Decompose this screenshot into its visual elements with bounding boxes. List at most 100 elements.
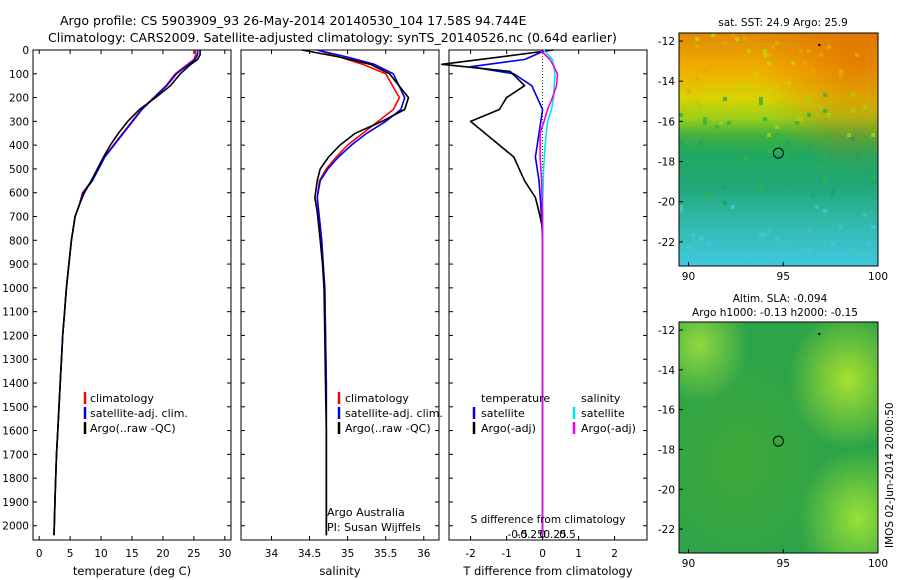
y-tick-label: -20 — [658, 197, 675, 209]
sst-pixel — [807, 113, 811, 117]
sst-pixel — [695, 101, 699, 105]
sst-pixel — [795, 117, 799, 121]
sst-pixel — [863, 105, 867, 109]
salinity-axes — [240, 49, 440, 541]
sst-pixel — [711, 33, 715, 37]
sst-pixel — [827, 45, 831, 49]
sst-pixel — [811, 69, 815, 73]
series-line-salinity-argo — [539, 49, 559, 536]
island-dot — [818, 332, 821, 336]
sst-pixel — [863, 165, 867, 169]
sst-pixel — [731, 113, 735, 117]
profile-marker — [772, 147, 784, 159]
y-tick-label: 500 — [9, 164, 29, 176]
sst-pixel — [699, 237, 703, 241]
x2-tick-label: -0.25 — [517, 529, 544, 541]
y-tick-label: -18 — [658, 444, 675, 456]
series-line-argo — [301, 49, 410, 536]
sst-pixel — [739, 173, 743, 177]
sst-pixel — [799, 153, 803, 157]
sst-pixel — [723, 201, 727, 205]
y-tick-label: -12 — [658, 325, 675, 337]
x-tick-label: 95 — [777, 558, 790, 570]
y-tick-label: 0 — [22, 45, 29, 57]
sst-pixel — [775, 237, 779, 241]
sst-pixel — [823, 241, 827, 245]
sst-pixel — [867, 241, 871, 245]
y-tick-label: -16 — [658, 116, 675, 128]
y-tick-label: 1000 — [2, 283, 29, 295]
watermark: IMOS 02-Jun-2014 20:00:50 — [884, 402, 896, 548]
sst-pixel — [743, 253, 747, 257]
sst-pixel — [695, 113, 699, 117]
temperature-y-ticks: 0 100 200 300 400 500 600 700 800 900 1000 1100 1200… — [2, 45, 29, 533]
sst-pixel — [679, 141, 683, 145]
title-line-1: Argo profile: CS 5903909_93 26-May-2014 … — [60, 13, 527, 28]
x-tick-label: 30 — [218, 548, 231, 560]
sst-pixel — [743, 37, 747, 41]
y-tick-label: -20 — [658, 484, 675, 496]
sst-pixel — [743, 85, 747, 89]
sst-pixel — [839, 69, 843, 73]
x2-tick-label: -0.5 — [508, 529, 529, 541]
sst-pixel — [679, 209, 683, 213]
sst-pixel — [703, 69, 707, 73]
sst-pixel — [855, 169, 859, 173]
profile-marker — [772, 435, 784, 447]
sst-pixel — [707, 241, 711, 245]
sst-pixel — [703, 121, 707, 125]
y-tick-label: 100 — [9, 69, 29, 81]
y-tick-label: -22 — [658, 237, 675, 249]
legend-label-s-satellite: satellite — [581, 407, 625, 420]
sst-pixel — [871, 177, 875, 181]
sst-pixel — [823, 177, 827, 181]
sst-pixel — [847, 133, 851, 137]
sst-pixel — [727, 57, 731, 61]
y-tick-label: 400 — [9, 140, 29, 152]
x-tick-label: 15 — [125, 548, 138, 560]
x-tick-label: 36 — [417, 548, 431, 560]
sst-pixel — [855, 53, 859, 57]
sst-pixel — [775, 133, 779, 137]
sst-pixel — [771, 45, 775, 49]
sst-pixel — [775, 125, 779, 129]
sst-pixel — [723, 41, 727, 45]
sst-pixel — [871, 225, 875, 229]
sst-pixel — [871, 181, 875, 185]
x2-tick-label: 0.5 — [559, 529, 576, 541]
x-tick-label: 5 — [67, 548, 74, 560]
x2-tick-label: 0.25 — [543, 529, 566, 541]
y-tick-label: -14 — [658, 76, 675, 88]
y-tick-label: 1700 — [2, 449, 29, 461]
legend-label-t-satellite: satellite — [481, 407, 525, 420]
sst-pixel — [679, 113, 683, 117]
sst-pixel — [827, 113, 831, 117]
y-tick-label: -14 — [658, 365, 675, 377]
salinity-x-label: salinity — [319, 564, 360, 578]
sst-pixel — [867, 169, 871, 173]
x-tick-label: 34.5 — [298, 548, 321, 560]
series-line-temperature-satellite — [469, 49, 547, 536]
sst-pixel — [863, 213, 867, 217]
sst-pixel — [763, 53, 767, 57]
x-tick-label: 2 — [611, 548, 618, 560]
legend-label-argo: Argo(..raw -QC) — [345, 422, 431, 435]
sst-pixel — [743, 157, 747, 161]
sst-pixel — [739, 85, 743, 89]
sst-pixel — [831, 189, 835, 193]
sst-pixel — [851, 109, 855, 113]
legend-label-t-argo: Argo(-adj) — [481, 422, 536, 435]
sst-pixel — [851, 137, 855, 141]
y-tick-label: 700 — [9, 212, 29, 224]
sst-map-title: sat. SST: 24.9 Argo: 25.9 — [718, 17, 848, 29]
x-tick-label: 34 — [265, 548, 279, 560]
x-tick-label: 10 — [94, 548, 107, 560]
sst-pixel — [763, 233, 767, 237]
legend-title-temperature: temperature — [481, 392, 550, 405]
sst-pixel — [855, 153, 859, 157]
sst-pixel — [731, 33, 735, 37]
x-tick-label: -2 — [465, 548, 475, 560]
sst-pixel — [819, 53, 823, 57]
sst-pixel — [807, 97, 811, 101]
